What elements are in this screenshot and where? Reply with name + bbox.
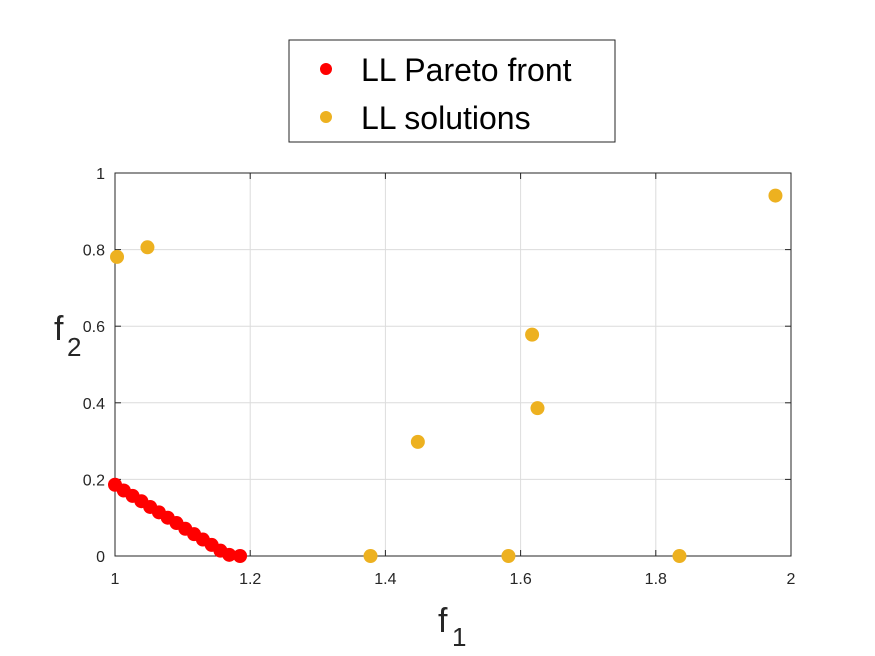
solution-point	[530, 401, 545, 416]
legend-box	[288, 39, 616, 143]
y-axis-label: f 2	[54, 310, 81, 362]
y-tick-label: 0.6	[83, 319, 105, 336]
x-tick-label: 1	[111, 571, 120, 588]
solution-point	[140, 240, 155, 255]
y-tick-label: 0.8	[83, 243, 105, 260]
legend-entry-solutions: LL solutions	[361, 100, 531, 136]
solution-point	[672, 549, 687, 563]
solution-point	[410, 434, 425, 449]
solution-point	[768, 188, 783, 203]
data-points	[108, 188, 783, 563]
legend-marker-pareto	[320, 63, 332, 75]
pareto-front-point	[222, 547, 237, 562]
legend: LL Pareto front LL solutions	[288, 39, 616, 143]
x-tick-label: 1.8	[645, 571, 667, 588]
solution-point	[110, 249, 125, 264]
solution-point	[525, 327, 540, 342]
x-axis-label-main: f	[438, 602, 448, 640]
solution-point	[363, 549, 378, 563]
x-axis-label-subscript: 1	[452, 622, 466, 652]
y-tick-label: 1	[96, 166, 105, 183]
pareto-front-point	[233, 549, 248, 563]
axes-box	[114, 172, 792, 557]
x-axis-label: f 1	[438, 602, 466, 652]
x-tick-label: 1.4	[374, 571, 396, 588]
x-tick-label: 1.2	[239, 571, 261, 588]
ticks: 1 1.2 1.4 1.6 1.8 2 0 0.2 0.4 0.6 0.8 1	[83, 166, 796, 588]
legend-marker-solutions	[320, 111, 332, 123]
x-tick-label: 1.6	[509, 571, 531, 588]
y-axis-label-subscript: 2	[67, 332, 81, 362]
x-tick-label: 2	[787, 571, 796, 588]
legend-entry-pareto: LL Pareto front	[361, 52, 572, 88]
y-tick-label: 0.2	[83, 472, 105, 489]
y-tick-label: 0	[96, 549, 105, 566]
y-tick-label: 0.4	[83, 396, 105, 413]
solution-point	[501, 549, 516, 563]
plot-area	[115, 173, 791, 556]
y-axis-label-main: f	[54, 310, 64, 348]
